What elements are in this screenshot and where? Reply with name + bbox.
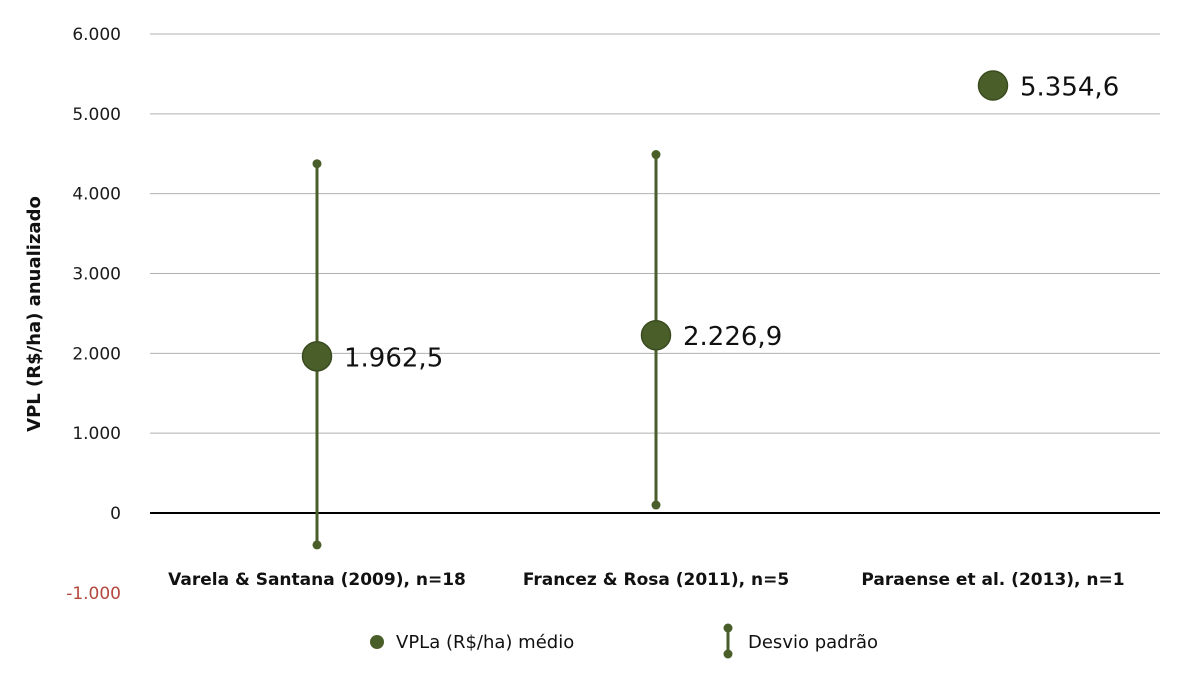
data-label: 5.354,6 [1020, 73, 1119, 103]
legend-errorbar-label: Desvio padrão [748, 632, 878, 653]
error-bar-bottom-cap [312, 540, 322, 550]
legend: VPLa (R$/ha) médio Desvio padrão [370, 623, 878, 659]
data-label: 1.962,5 [344, 343, 443, 373]
legend-mean-label: VPLa (R$/ha) médio [396, 632, 574, 653]
mean-points [301, 70, 1009, 372]
legend-errorbar-bottom-icon [723, 649, 733, 659]
y-tick-label: 5.000 [72, 105, 121, 125]
category-labels: Varela & Santana (2009), n=18 Francez & R… [168, 570, 1124, 590]
legend-mean-marker-icon [370, 635, 384, 649]
y-tick-label: 2.000 [72, 344, 121, 364]
category-label: Paraense et al. (2013), n=1 [861, 570, 1124, 590]
y-tick-label: 4.000 [72, 185, 121, 205]
mean-point [640, 319, 672, 351]
y-tick-label: 0 [110, 504, 121, 524]
legend-errorbar-top-icon [723, 623, 733, 633]
category-label: Francez & Rosa (2011), n=5 [523, 570, 789, 590]
error-bar-top-cap [651, 150, 661, 160]
mean-point [301, 341, 333, 372]
y-tick-label: -1.000 [66, 584, 121, 604]
category-label: Varela & Santana (2009), n=18 [168, 570, 466, 590]
y-axis-label: VPL (R$/ha) anualizado [24, 196, 45, 432]
data-labels: 1.962,5 2.226,9 5.354,6 [344, 73, 1119, 374]
error-bar-top-cap [312, 159, 322, 169]
mean-point [977, 70, 1009, 101]
data-label: 2.226,9 [683, 322, 782, 352]
error-bar-bottom-cap [651, 500, 661, 510]
y-tick-label: 6.000 [72, 25, 121, 45]
y-tick-label: 3.000 [72, 265, 121, 285]
y-tick-label: 1.000 [72, 424, 121, 444]
y-tick-labels: 6.000 5.000 4.000 3.000 2.000 1.000 0 -1.000 [66, 25, 121, 604]
